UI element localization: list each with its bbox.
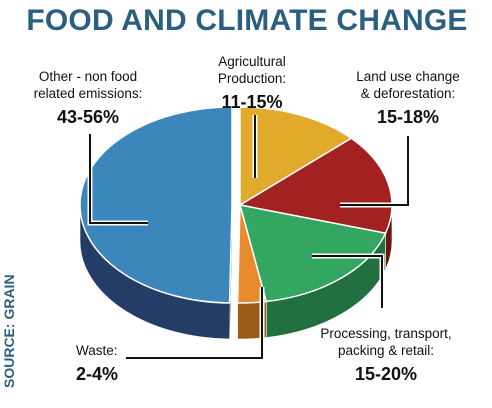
slice-value-3: 2-4% [76,364,118,384]
slice-value-4: 43-56% [57,107,119,127]
leader-line-1 [340,136,409,206]
slice-value-0: 11-15% [221,92,282,112]
pie-slice-3 [236,204,268,304]
slice-label-1-line-1: & deforestation: [361,86,456,101]
pie-slice-4 [79,106,233,304]
leader-lines [87,115,411,361]
slice-label-0-line-0: Agricultural [218,54,286,69]
leader-line-3 [126,287,263,359]
slice-label-0-line-1: Production: [218,71,286,86]
slice-label-2-line-0: Processing, transport, [320,326,451,341]
slice-value-1: 15-18% [377,107,439,127]
pie-slice-2 [238,204,387,303]
slice-label-3-line-0: Waste: [76,343,118,358]
pie-slice-1 [237,137,393,235]
slice-label-2-line-1: packing & retail: [338,343,434,358]
pie-tops [79,106,393,304]
slice-label-4-line-0: Other - non food [39,69,137,84]
slice-value-2: 15-20% [355,364,417,384]
slice-labels: Agricultural Production: 11-15% Land use ch… [34,54,460,384]
slice-label-1-line-0: Land use change [356,69,460,84]
leader-line-2 [312,255,383,308]
pie-slice-0 [239,106,353,207]
slice-label-4-line-1: related emissions: [34,86,143,101]
chart-title: FOOD AND CLIMATE CHANGE [26,4,468,37]
leader-line-4 [89,134,148,224]
